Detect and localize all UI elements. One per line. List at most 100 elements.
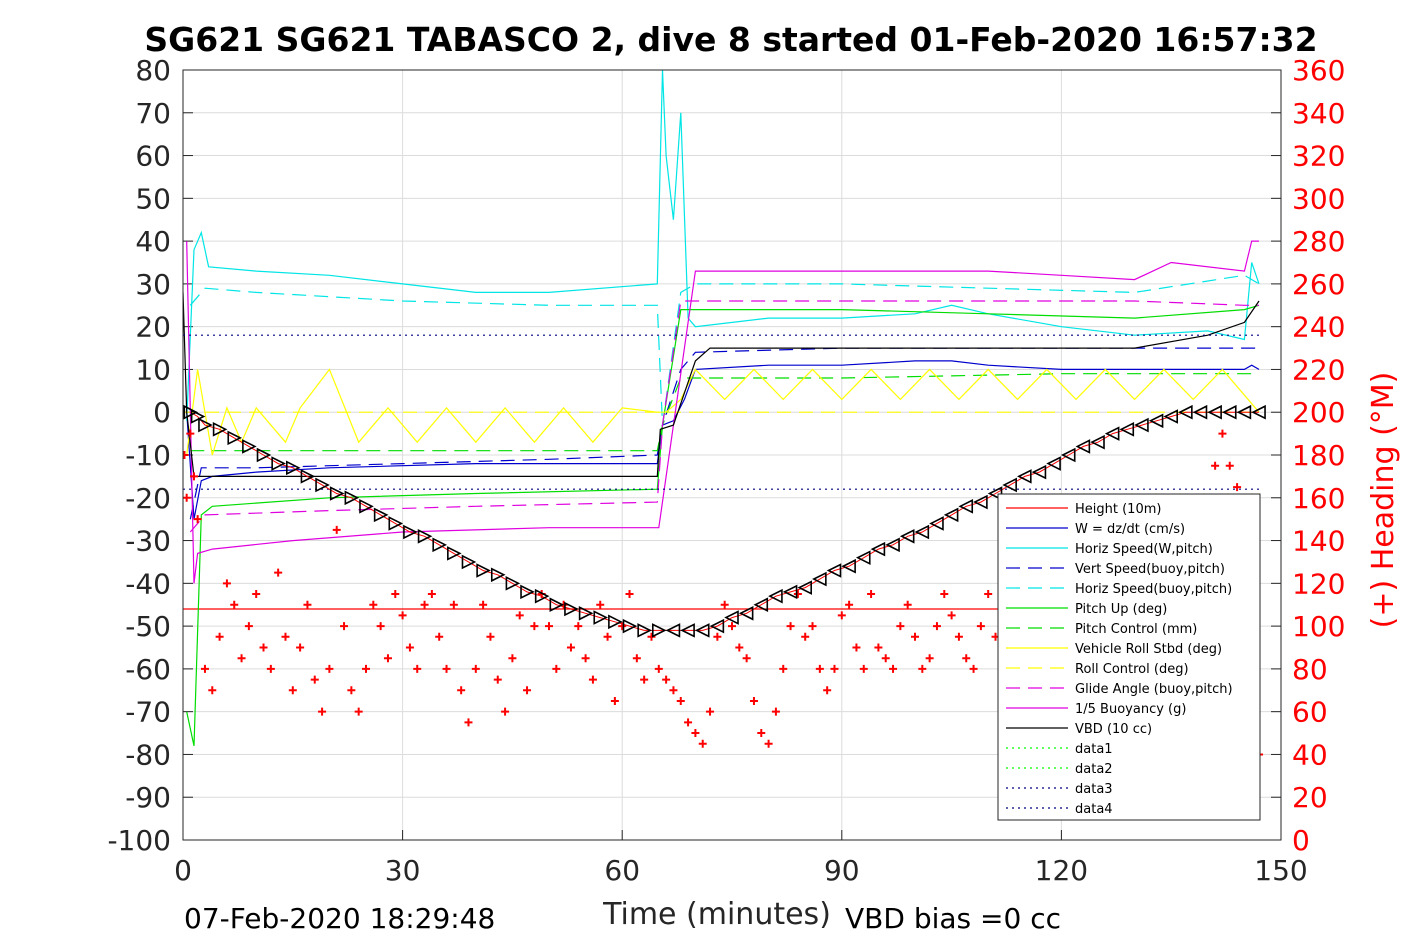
heading-marker: [362, 664, 370, 673]
heading-marker: [867, 590, 876, 599]
heading-marker: [566, 643, 575, 652]
heading-marker: [281, 632, 290, 641]
heading-marker: [903, 600, 912, 609]
heading-marker: [852, 643, 861, 652]
legend-entry: Pitch Control (mm): [1075, 622, 1197, 637]
depth-marker: [593, 610, 609, 625]
heading-marker: [581, 654, 590, 663]
footer-timestamp: 07-Feb-2020 18:29:48: [184, 902, 495, 935]
depth-marker: [1060, 447, 1076, 463]
x-tick-label: 120: [1035, 854, 1088, 887]
depth-marker: [447, 546, 462, 561]
heading-marker: [896, 622, 905, 631]
heading-marker: [296, 643, 305, 652]
heading-marker: [859, 664, 868, 673]
legend-entry: Pitch Up (deg): [1075, 602, 1167, 617]
depth-marker: [461, 554, 477, 570]
heading-marker: [435, 632, 444, 641]
heading-marker: [596, 600, 605, 609]
depth-marker: [973, 494, 988, 510]
heading-marker: [647, 632, 656, 641]
depth-marker: [1148, 413, 1164, 429]
heading-marker: [749, 696, 758, 705]
heading-marker: [545, 622, 553, 631]
depth-marker: [417, 528, 433, 544]
right-tick-label: 240: [1292, 311, 1345, 344]
heading-marker: [837, 611, 846, 620]
depth-marker: [826, 563, 842, 578]
series-line: [186, 240, 1259, 584]
depth-marker: [388, 516, 404, 531]
legend-entry: Horiz Speed(buoy,pitch): [1075, 582, 1232, 597]
plot-frame: [182, 69, 1282, 841]
left-axis: 80 70 60 50 40 30 20 10 0 -10 -20 -30 -40 -50 -60 -70 -8…: [107, 54, 193, 857]
depth-marker: [914, 524, 930, 540]
heading-marker: [369, 600, 378, 609]
heading-marker: [976, 622, 985, 631]
left-tick-label: -60: [125, 653, 171, 686]
depth-marker: [227, 430, 243, 446]
depth-track-layer: [183, 404, 1266, 638]
depth-marker: [782, 584, 798, 600]
left-tick-label: -10: [125, 439, 171, 472]
x-tick-label: 150: [1254, 854, 1307, 887]
heading-marker: [383, 654, 392, 663]
legend-entry: data4: [1075, 802, 1113, 817]
left-tick-label: 30: [135, 268, 171, 301]
heading-marker: [984, 590, 993, 599]
series-line: [186, 368, 1260, 456]
heading-marker: [830, 664, 839, 673]
right-tick-label: 20: [1292, 781, 1328, 814]
x-tick-label: 60: [604, 854, 640, 887]
heading-marker: [449, 600, 458, 609]
heading-marker: [969, 664, 978, 673]
depth-marker: [1207, 404, 1222, 420]
heading-marker: [325, 664, 334, 673]
heading-marker: [632, 654, 641, 663]
depth-marker: [242, 439, 257, 454]
heading-marker: [720, 600, 729, 609]
legend-entry: W = dz/dt (cm/s): [1075, 522, 1185, 537]
heading-marker: [237, 654, 246, 663]
heading-marker: [793, 590, 802, 599]
heading-marker: [925, 654, 934, 663]
heading-marker: [420, 600, 429, 609]
left-tick-label: 40: [135, 225, 171, 258]
heading-marker: [427, 590, 436, 599]
legend: Height (10m) W = dz/dt (cm/s) Horiz Speed(…: [997, 493, 1261, 821]
heading-marker: [398, 611, 407, 620]
depth-marker: [549, 597, 565, 613]
right-tick-label: 220: [1292, 353, 1345, 386]
heading-marker: [684, 718, 693, 727]
x-tick-label: 30: [385, 854, 421, 887]
left-tick-label: 70: [135, 97, 171, 130]
left-tick-label: -50: [125, 610, 171, 643]
depth-marker: [1134, 417, 1149, 433]
right-tick-label: 360: [1292, 54, 1345, 87]
heading-marker: [183, 451, 189, 459]
depth-marker: [505, 576, 521, 591]
depth-marker: [344, 490, 360, 506]
depth-marker: [929, 516, 944, 531]
right-axis-label: (+) Heading (°M): [1366, 372, 1401, 629]
heading-marker: [376, 622, 385, 631]
left-tick-label: 60: [135, 140, 171, 173]
left-tick-label: -90: [125, 781, 171, 814]
heading-marker: [764, 739, 773, 748]
legend-entry: Roll Control (deg): [1075, 662, 1189, 677]
depth-marker: [1236, 404, 1252, 420]
chart-title: SG621 SG621 TABASCO 2, dive 8 started 01…: [144, 20, 1317, 59]
heading-marker: [457, 686, 466, 695]
right-tick-label: 40: [1292, 738, 1328, 771]
heading-marker: [706, 707, 715, 716]
right-tick-label: 320: [1292, 140, 1345, 173]
heading-marker: [588, 675, 597, 684]
heading-marker: [189, 472, 198, 481]
depth-marker: [285, 460, 301, 476]
depth-marker: [190, 409, 206, 424]
heading-marker: [193, 515, 202, 524]
left-tick-label: -80: [125, 738, 171, 771]
depth-marker: [403, 524, 418, 540]
heading-marker: [610, 696, 619, 705]
